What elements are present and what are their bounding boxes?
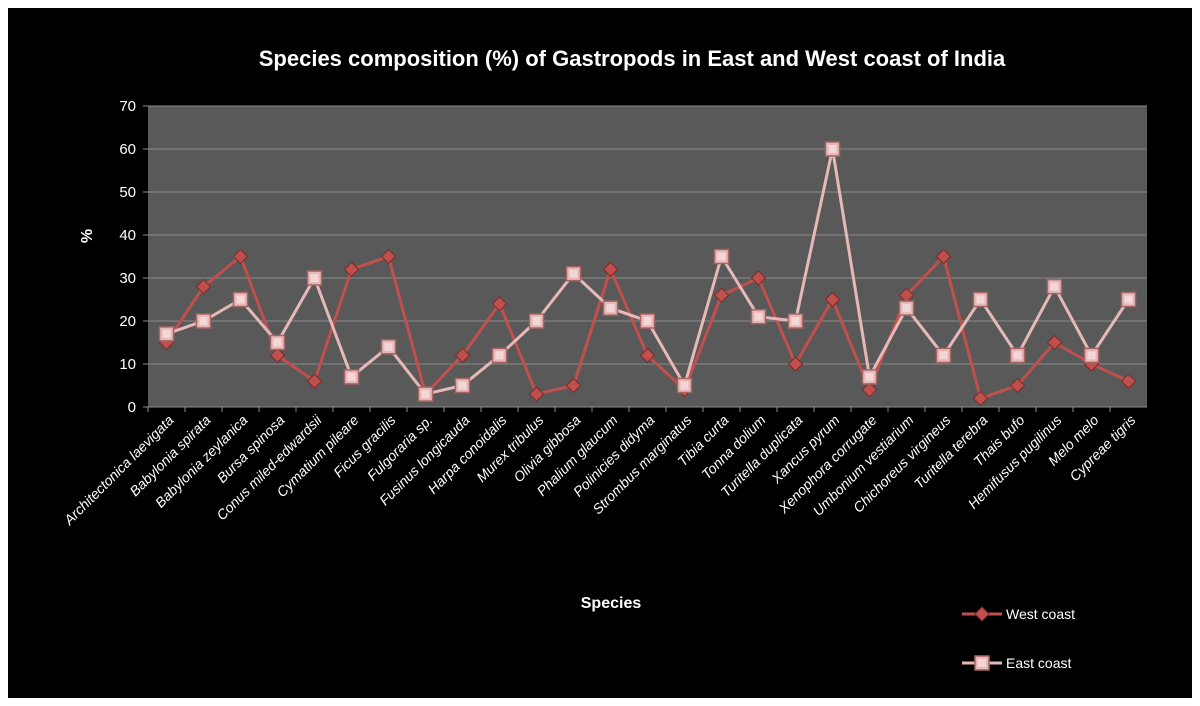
data-point-west-coast xyxy=(1046,334,1063,351)
data-point-west-coast xyxy=(195,278,212,295)
data-point-west-coast xyxy=(787,356,804,372)
y-axis-title: % xyxy=(79,229,96,243)
data-point-east-coast-highlight xyxy=(902,304,911,313)
data-point-west-coast xyxy=(306,373,323,389)
legend-marker-west-coast xyxy=(974,606,990,622)
data-point-west-coast xyxy=(639,347,656,364)
y-tick-label: 60 xyxy=(119,141,136,158)
data-point-west-coast xyxy=(565,377,582,394)
y-tick-label: 40 xyxy=(119,227,136,244)
legend: West coast East coast xyxy=(962,606,1075,671)
data-point-west-coast xyxy=(232,248,249,265)
data-point-west-coast xyxy=(602,261,619,278)
data-point-east-coast-highlight xyxy=(421,390,430,399)
chart-svg: Species composition (%) of Gastropods in… xyxy=(60,46,1147,671)
data-point-east-coast-highlight xyxy=(680,381,689,390)
data-point-west-coast xyxy=(1009,377,1026,394)
data-point-east-coast-highlight xyxy=(939,351,948,360)
data-point-east-coast-highlight xyxy=(347,372,356,381)
data-point-west-coast xyxy=(972,390,989,407)
y-tick-label: 50 xyxy=(119,184,136,201)
data-point-west-coast xyxy=(713,287,730,303)
data-point-east-coast-highlight xyxy=(569,269,578,278)
legend-marker-east-coast-highlight xyxy=(978,659,986,667)
data-point-east-coast-highlight xyxy=(273,338,282,347)
data-point-west-coast xyxy=(380,248,397,265)
y-tick-label: 70 xyxy=(119,98,136,115)
x-axis-title: Species xyxy=(581,595,642,612)
y-tick-label: 0 xyxy=(128,399,136,416)
data-point-east-coast-highlight xyxy=(1050,282,1059,291)
data-point-east-coast-highlight xyxy=(791,317,800,325)
chart-title: Species composition (%) of Gastropods in… xyxy=(259,46,1006,71)
data-point-west-coast xyxy=(269,347,286,364)
data-point-east-coast-highlight xyxy=(754,312,763,321)
data-point-west-coast xyxy=(491,296,508,312)
data-point-east-coast-highlight xyxy=(458,381,467,390)
legend-item-east-coast: East coast xyxy=(962,655,1071,671)
data-point-east-coast-highlight xyxy=(532,317,541,325)
y-axis-ticks: 0 10 20 30 40 50 60 70 xyxy=(119,98,148,416)
legend-label: West coast xyxy=(1006,606,1075,622)
data-point-west-coast xyxy=(861,382,878,398)
data-point-west-coast xyxy=(824,291,841,308)
data-point-east-coast-highlight xyxy=(976,295,985,304)
data-point-west-coast xyxy=(528,386,545,402)
series-west-coast xyxy=(158,248,1137,407)
series-layer xyxy=(158,141,1137,407)
data-point-west-coast xyxy=(343,261,360,278)
data-point-east-coast-highlight xyxy=(162,329,171,338)
legend-label: East coast xyxy=(1006,655,1071,671)
data-point-east-coast-highlight xyxy=(828,145,837,153)
y-tick-label: 30 xyxy=(119,270,136,287)
data-point-east-coast-highlight xyxy=(1013,351,1022,360)
data-point-west-coast xyxy=(1120,373,1137,389)
data-point-east-coast-highlight xyxy=(1124,295,1133,304)
data-point-west-coast xyxy=(935,248,952,265)
legend-item-west-coast: West coast xyxy=(962,606,1075,622)
data-point-east-coast-highlight xyxy=(495,351,504,360)
data-point-east-coast-highlight xyxy=(865,372,874,381)
data-point-east-coast-highlight xyxy=(606,304,615,313)
data-point-west-coast xyxy=(750,270,767,286)
data-point-east-coast-highlight xyxy=(384,342,393,351)
x-category-label: Cypreae tigris xyxy=(1066,412,1138,484)
data-point-east-coast-highlight xyxy=(717,252,726,261)
data-point-east-coast-highlight xyxy=(310,274,319,282)
data-point-east-coast-highlight xyxy=(1087,351,1096,360)
y-tick-label: 10 xyxy=(119,356,136,373)
data-point-east-coast-highlight xyxy=(643,317,652,325)
y-tick-label: 20 xyxy=(119,313,136,330)
data-point-east-coast-highlight xyxy=(199,317,208,325)
data-point-west-coast xyxy=(454,347,471,364)
chart-frame: Species composition (%) of Gastropods in… xyxy=(8,8,1192,698)
series-east-coast xyxy=(158,141,1137,402)
data-point-east-coast-highlight xyxy=(236,295,245,304)
